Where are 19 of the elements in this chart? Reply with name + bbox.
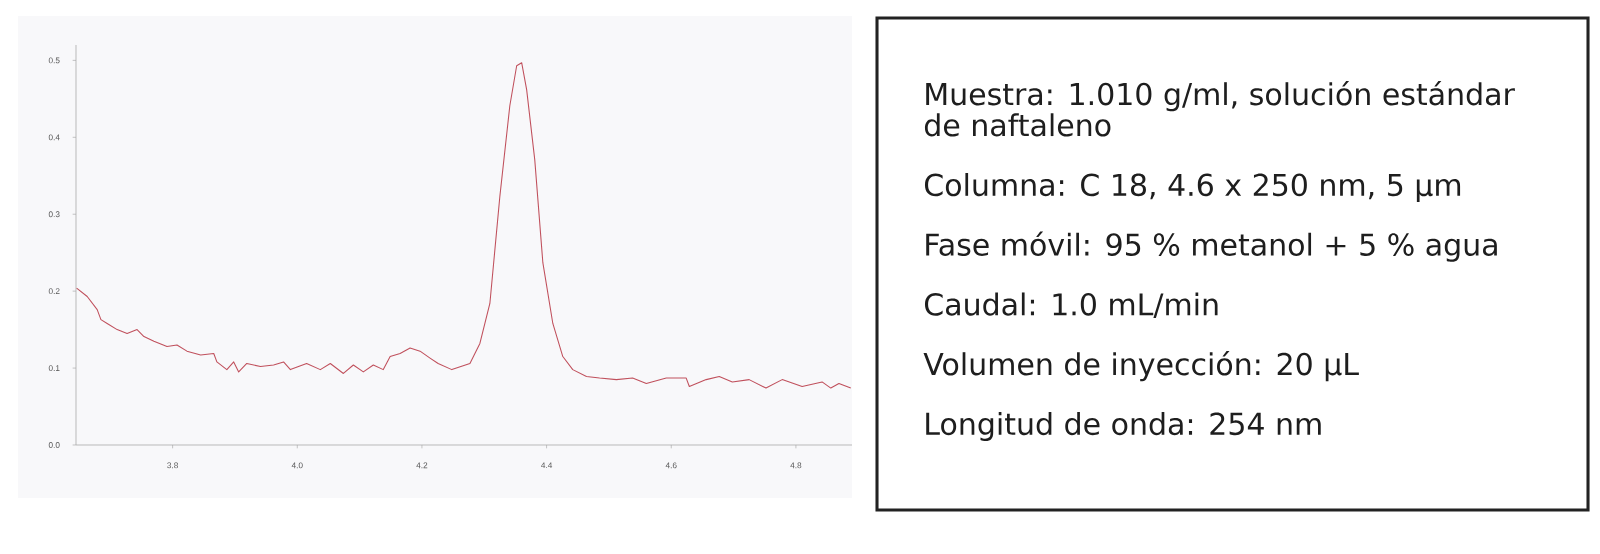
y-tick-label: 0.0 [48, 442, 60, 448]
x-tick-label: 4.0 [291, 462, 303, 469]
text: Muestra: 1.010 g/ml, solución estándar de naftaleno [924, 80, 1515, 137]
y-tick-label: 0.2 [48, 288, 60, 295]
x-tick-label: 4.6 [665, 462, 677, 469]
x-tick-label: 4.8 [790, 462, 802, 469]
text: Columna: C 18, 4.6 x 250 nm, 5 µm [924, 173, 1461, 203]
text: Fase móvil: 95 % metanol + 5 % agua [926, 231, 1497, 262]
text: Longitud de onda: 254 nm [926, 411, 1321, 441]
y-tick-label: 0.1 [48, 365, 60, 371]
y-tick-label: 0.3 [48, 211, 60, 218]
y-tick-label: 0.5 [48, 57, 60, 64]
text: Caudal: 1.0 mL/min [924, 292, 1218, 319]
line-series [76, 62, 852, 389]
x-tick-label: 4.4 [541, 462, 553, 469]
y-tick-label: 0.4 [48, 134, 60, 141]
x-tick-label: 4.2 [416, 462, 428, 469]
x-tick-label: 3.8 [167, 462, 179, 469]
text: Volumen de inyección: 20 µL [923, 350, 1359, 382]
